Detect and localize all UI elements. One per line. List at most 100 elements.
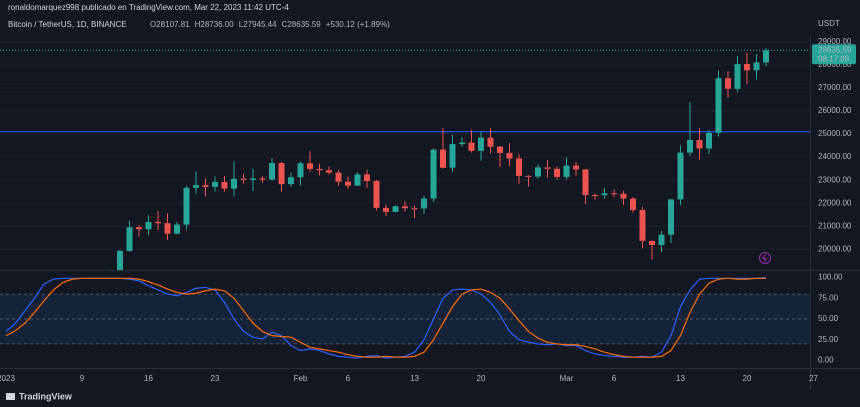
price-pane (0, 41, 810, 270)
candle-body (421, 198, 427, 209)
candle-body (649, 240, 655, 245)
candle-body (601, 193, 608, 196)
candle-body (506, 152, 513, 159)
y-tick-label: 24000.00 (818, 152, 852, 161)
candle-body (430, 149, 437, 199)
candle-body (145, 221, 152, 230)
last-price-label: 28635.59 (818, 45, 852, 54)
last-price-tag (812, 44, 856, 65)
candle-body (117, 250, 123, 270)
candle-body (440, 149, 446, 168)
candle-body (668, 199, 674, 235)
x-tick-label: 2023 (0, 374, 15, 383)
y-tick-label: 50.00 (818, 314, 839, 323)
candle-body (715, 78, 722, 133)
y-tick-label: 29000.00 (818, 37, 852, 46)
y-tick-label: 100.00 (818, 273, 843, 282)
x-tick-label: 6 (346, 374, 351, 383)
candle-body (687, 139, 693, 153)
candle-body (592, 195, 598, 197)
candle-body (392, 206, 399, 212)
ohlc-item: L27945.44 (239, 20, 277, 29)
x-tick-label: 6 (612, 374, 617, 383)
candle-body (250, 178, 256, 180)
candle-body (449, 144, 456, 168)
x-tick-label: 27 (809, 374, 818, 383)
countdown: 08:17:08 (818, 54, 850, 63)
x-tick-label: Feb (294, 374, 308, 383)
candle-body (354, 174, 361, 186)
candle-body (611, 193, 617, 195)
candle-body (573, 165, 579, 170)
ohlc-legend: O28107.81 H28736.00 L27945.44 C28635.59 +530… (150, 20, 390, 29)
candle-body (525, 175, 532, 177)
candle-body (639, 209, 646, 241)
candle-body (278, 163, 285, 185)
symbol: Bitcoin / TetherUS, 1D, BINANCE (8, 20, 127, 29)
candle-body (373, 180, 380, 208)
candle-body (307, 163, 313, 169)
candle-body (202, 185, 209, 187)
logo-icon (6, 393, 15, 400)
alert-icon[interactable] (759, 252, 771, 264)
ohlc-item: +530.12 (+1.89%) (326, 20, 390, 29)
candle-body (164, 223, 171, 234)
candle-body (212, 182, 218, 187)
y-tick-label: 28000.00 (818, 60, 852, 69)
candle-body (335, 172, 342, 182)
candle-body (478, 137, 484, 151)
alert-bolt (762, 253, 767, 263)
candle-body (744, 64, 750, 71)
candle-body (563, 165, 570, 177)
ohlc-item: H28736.00 (195, 20, 235, 29)
candle-body (269, 163, 275, 180)
publisher: ronaldomarquez998 publicado en TradingVi… (8, 3, 289, 12)
candle-body (288, 177, 294, 185)
candle-body (497, 146, 503, 153)
y-tick-label: 25000.00 (818, 129, 852, 138)
indicator-pane (0, 276, 810, 359)
candle-body (326, 170, 332, 173)
candle-body (383, 207, 389, 212)
candle-body (734, 64, 741, 89)
x-tick-label: 20 (477, 374, 486, 383)
candle-body (677, 152, 684, 200)
candle-body (136, 227, 142, 230)
candle-body (554, 168, 560, 177)
candle-body (763, 50, 769, 63)
ohlc-item: O28107.81 (150, 20, 190, 29)
candle-body (658, 234, 665, 245)
candle-body (706, 132, 712, 149)
candle-body (620, 193, 627, 199)
y-tick-label: 75.00 (818, 293, 839, 302)
candle-body (316, 168, 323, 171)
candle-body (183, 187, 190, 225)
candle-body (240, 178, 247, 180)
x-tick-label: 16 (144, 374, 153, 383)
candle-body (193, 185, 199, 188)
y-tick-label: 22000.00 (818, 198, 852, 207)
candle-body (402, 206, 408, 209)
candle-body (231, 178, 237, 189)
y-tick-label: 27000.00 (818, 83, 852, 92)
candle-body (126, 227, 133, 251)
stoch-line (5, 277, 766, 358)
candle-body (221, 182, 228, 189)
x-tick-label: 9 (80, 374, 85, 383)
candle-body (753, 62, 760, 71)
candle-body (411, 208, 418, 210)
candle-body (630, 198, 636, 210)
candle-body (297, 163, 304, 178)
x-tick-label: 23 (211, 374, 220, 383)
candle-body (582, 169, 589, 196)
x-tick-label: 20 (743, 374, 752, 383)
y-tick-label: 0.00 (818, 356, 834, 365)
y-tick-label: 23000.00 (818, 175, 852, 184)
candle-body (364, 174, 370, 181)
y-tick-label: 25.00 (818, 335, 839, 344)
x-tick-label: 13 (676, 374, 685, 383)
candle-body (345, 181, 351, 186)
y-tick-label: 20000.00 (818, 244, 852, 253)
candle-body (174, 224, 180, 234)
